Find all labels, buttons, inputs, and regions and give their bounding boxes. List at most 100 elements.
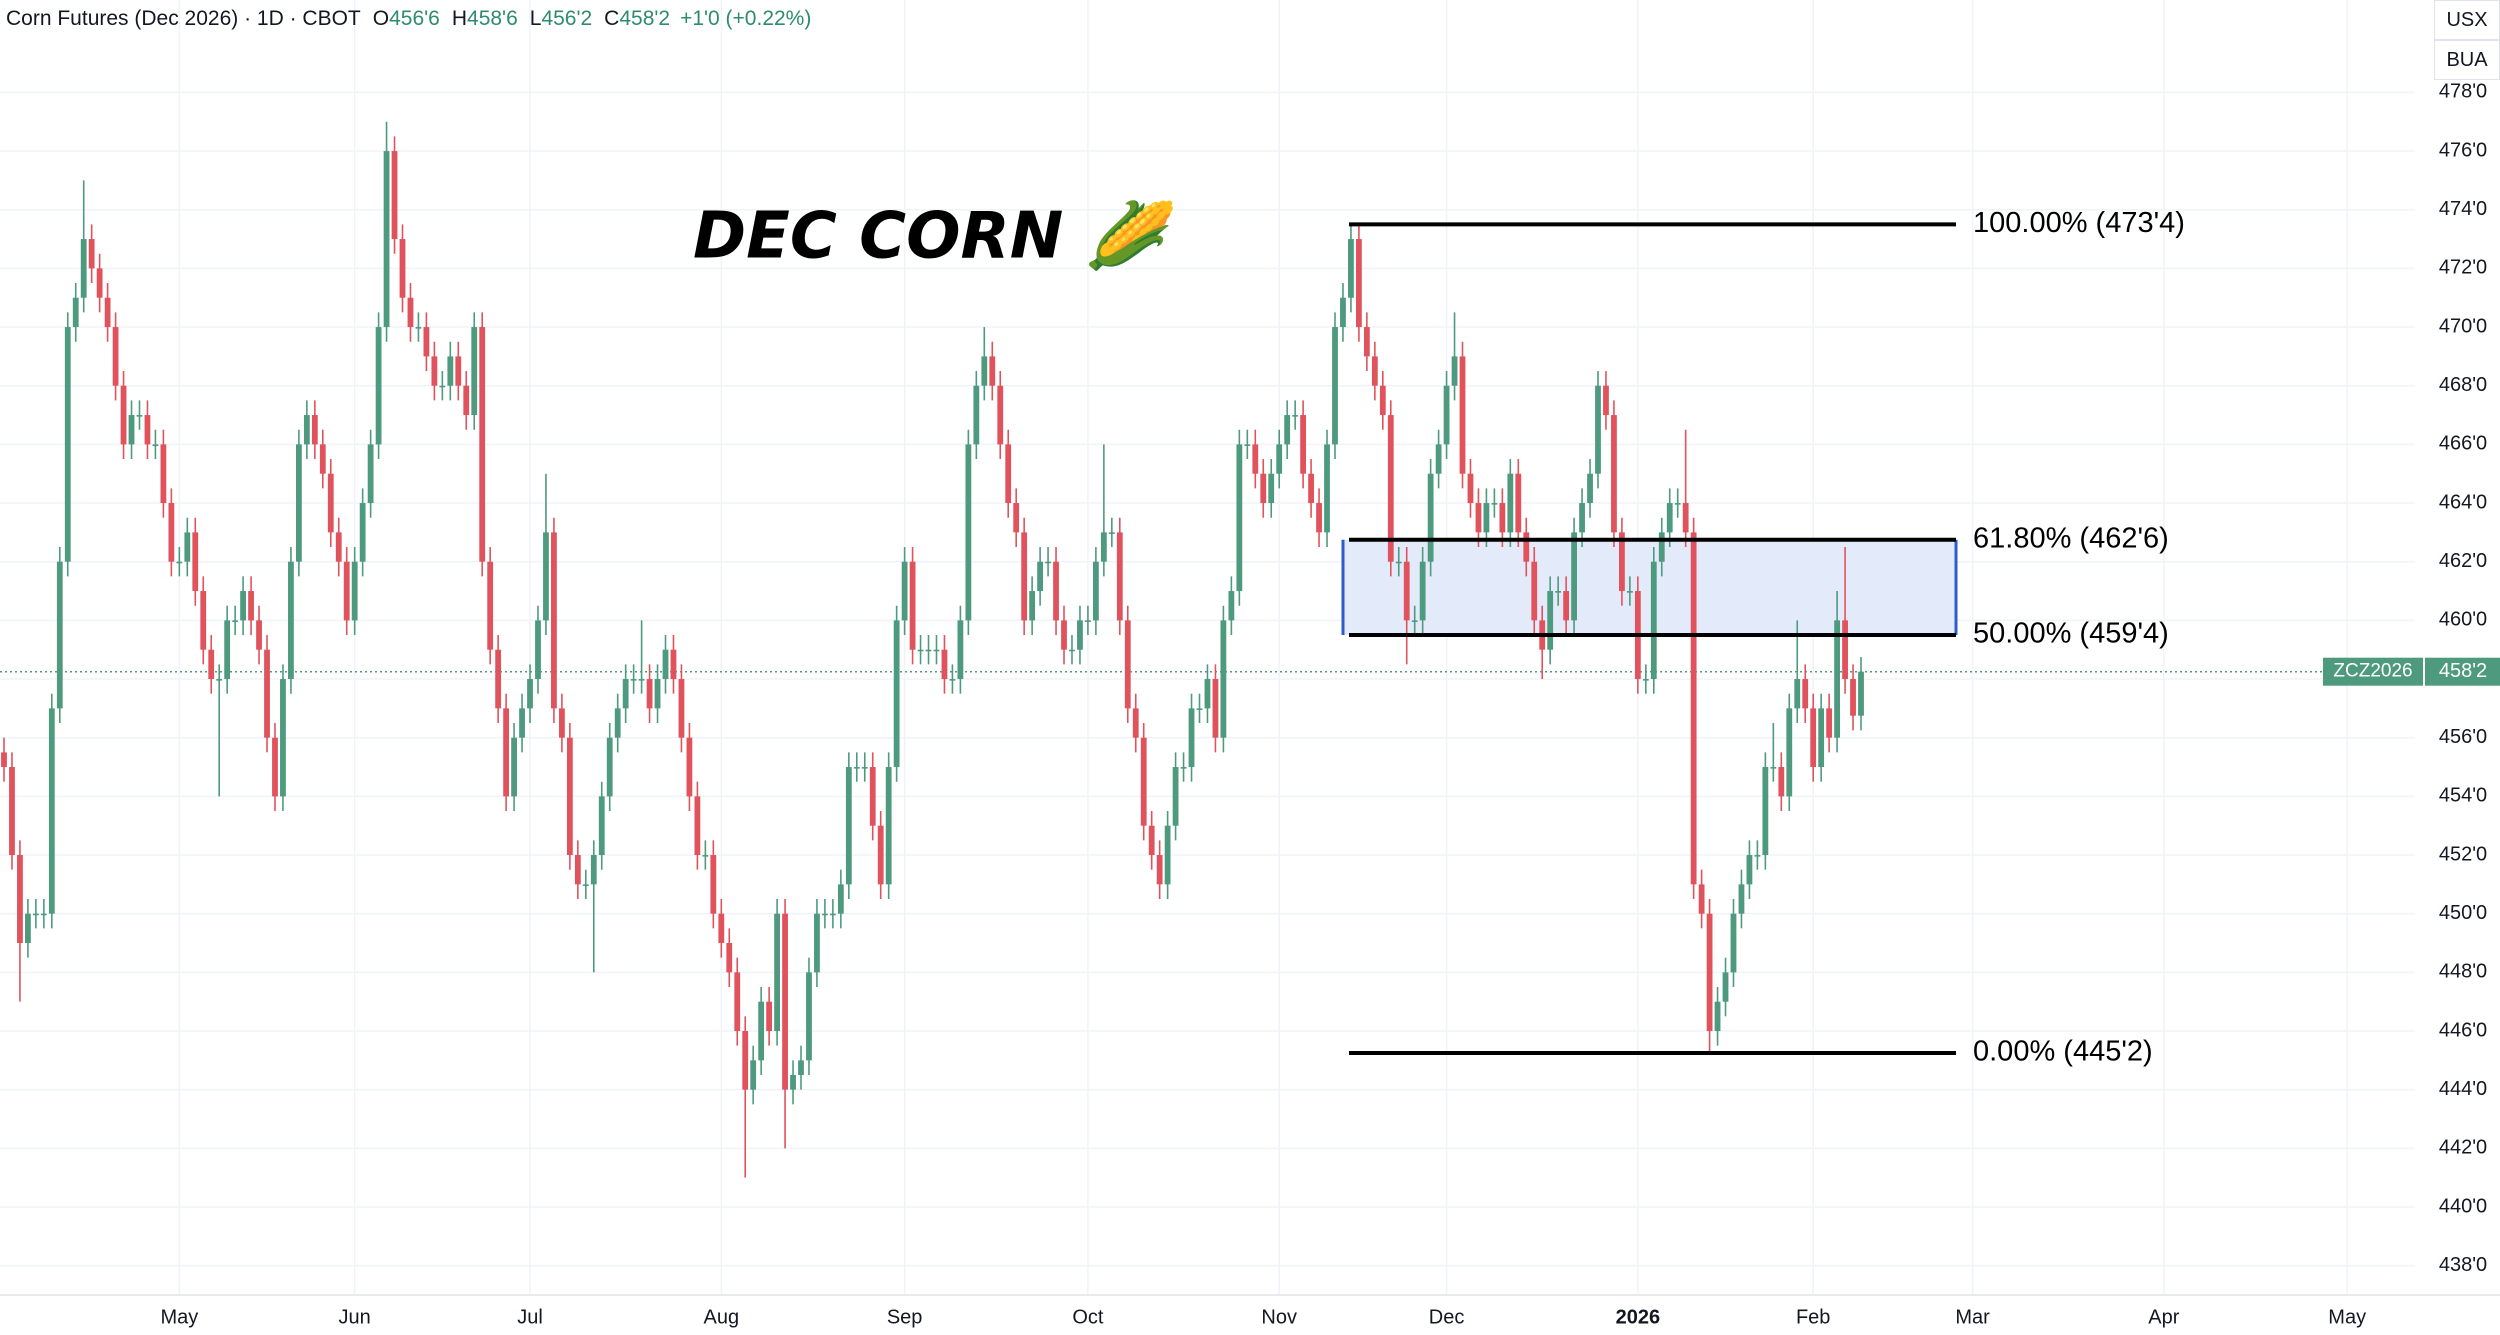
candle-body: [240, 591, 246, 621]
candle-body: [1340, 297, 1346, 328]
unit-button[interactable]: BUA: [2434, 40, 2500, 80]
ohlc-key: O: [372, 7, 390, 30]
ohlc-values: O456'6 H458'6 L456'2 C458'2: [361, 7, 670, 30]
candle-body: [1435, 444, 1442, 474]
candle-body: [303, 415, 310, 445]
candle-body: [184, 532, 191, 562]
symbol-tag: [2323, 657, 2423, 686]
candle-body: [774, 913, 780, 1032]
candle-body: [1626, 591, 1633, 593]
fib-label: 100.00% (473'4): [1973, 207, 2185, 239]
candle-body: [1316, 503, 1322, 533]
candle-body: [1228, 591, 1235, 621]
candle-body: [1077, 620, 1083, 650]
x-tick-label: Oct: [1072, 1306, 1104, 1328]
candle-body: [391, 151, 398, 240]
y-tick-label: 464'0: [2439, 491, 2487, 513]
candle-body: [790, 1075, 796, 1090]
chart-header: Corn Futures (Dec 2026) · 1D · CBOT O456'…: [6, 4, 811, 34]
candle-body: [1475, 503, 1482, 533]
candle-body: [1595, 385, 1601, 474]
candle-body: [32, 913, 39, 916]
candle-body: [256, 620, 262, 650]
candle-body: [335, 532, 342, 562]
candle-body: [1603, 385, 1609, 416]
candle-body: [1650, 561, 1657, 680]
candle-body: [1061, 620, 1067, 650]
candle-body: [806, 972, 812, 1061]
candle-body: [1443, 385, 1450, 445]
candle-body: [1403, 561, 1410, 621]
y-tick-label: 476'0: [2439, 139, 2487, 161]
y-tick-label: 446'0: [2439, 1019, 2487, 1041]
candle-body: [280, 679, 286, 797]
candle-body: [949, 679, 956, 681]
candle-body: [614, 708, 621, 738]
candle-body: [1395, 561, 1402, 564]
candle-body: [1324, 444, 1330, 533]
candle-body: [1268, 473, 1275, 504]
candle-body: [1674, 503, 1681, 505]
ohlc-value: 458'2: [619, 7, 671, 30]
candle-body: [798, 1060, 804, 1076]
x-tick-label: Jun: [339, 1306, 371, 1328]
x-tick-label: Apr: [2148, 1306, 2179, 1328]
candle-body: [1523, 532, 1530, 562]
candle-body: [327, 473, 334, 533]
candle-body: [598, 796, 605, 856]
candle-body: [1037, 561, 1043, 592]
candle-body: [208, 649, 215, 680]
fib-label: 0.00% (445'2): [1973, 1036, 2153, 1068]
candle-body: [758, 1001, 765, 1061]
candle-body: [622, 679, 629, 709]
candle-body: [1619, 532, 1625, 592]
candle-body: [1387, 415, 1394, 562]
fib-zone: [1343, 539, 1956, 636]
candle-body: [112, 327, 119, 386]
candle-body: [367, 444, 374, 504]
price-change: +1'0 (+0.22%): [680, 7, 812, 30]
candle-body: [965, 444, 972, 621]
candle-body: [1069, 649, 1075, 652]
ohlc-key: L: [529, 7, 542, 30]
y-tick-label: 468'0: [2439, 374, 2487, 396]
candle-body: [590, 855, 597, 885]
candle-body: [200, 591, 207, 650]
candle-body: [232, 620, 239, 622]
candle-body: [1491, 503, 1498, 505]
currency-button[interactable]: USX: [2434, 0, 2500, 40]
candle-body: [1092, 561, 1099, 621]
candle-body: [1172, 767, 1179, 826]
candle-body: [551, 532, 557, 709]
y-tick-label: 454'0: [2439, 785, 2487, 807]
candle-body: [1419, 561, 1426, 621]
candle-body: [288, 561, 294, 680]
candle-body: [686, 737, 693, 797]
candle-body: [56, 561, 63, 709]
candle-body: [734, 972, 741, 1032]
candle-body: [885, 767, 892, 885]
annotation: DEC CORN 🌽: [693, 198, 1177, 274]
candle-body: [1427, 473, 1434, 562]
candle-body: [1834, 620, 1840, 738]
candle-body: [1850, 679, 1856, 716]
candle-body: [503, 708, 510, 797]
candle-body: [519, 708, 525, 738]
candle-body: [527, 679, 533, 709]
candle-body: [901, 561, 908, 621]
candle-body: [1, 752, 7, 768]
candle-body: [168, 503, 175, 562]
candle-body: [694, 796, 701, 856]
candle-body: [893, 620, 900, 768]
candle-body: [1611, 415, 1617, 533]
candle-body: [1746, 855, 1753, 885]
candle-body: [1826, 708, 1833, 738]
candle-body: [973, 385, 980, 445]
y-tick-label: 472'0: [2439, 257, 2487, 279]
candle-body: [1459, 356, 1466, 474]
candle-body: [1698, 884, 1705, 914]
candle-body: [1260, 473, 1267, 504]
candle-body: [415, 327, 422, 329]
ohlc-key: C: [604, 7, 620, 30]
